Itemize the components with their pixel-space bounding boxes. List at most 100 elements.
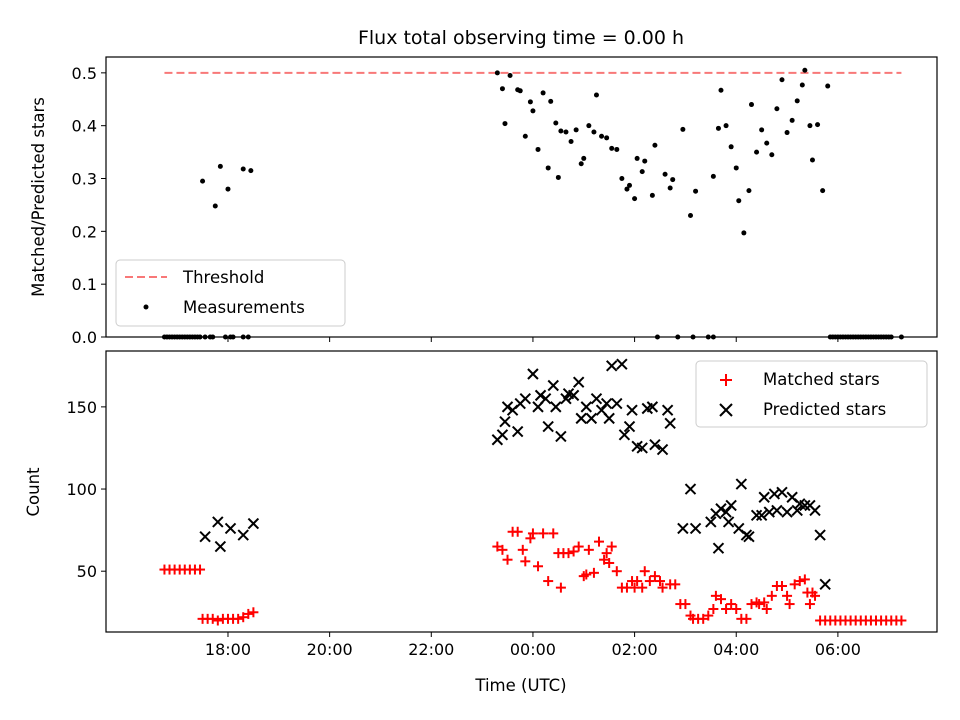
predicted-legend-swatch bbox=[719, 403, 733, 417]
predicted-stars-point bbox=[819, 578, 831, 591]
measurement-point bbox=[619, 176, 625, 182]
y-tick-label: 0.2 bbox=[72, 222, 97, 241]
measurement-point bbox=[581, 155, 587, 161]
y-tick-label: 0.3 bbox=[72, 170, 97, 189]
predicted-stars-point bbox=[791, 504, 803, 517]
bottom-y-axis-label: Count bbox=[24, 467, 43, 517]
predicted-stars-point bbox=[715, 503, 727, 515]
measurement-point bbox=[746, 188, 752, 194]
predicted-stars-point bbox=[684, 483, 697, 495]
matched-stars-point bbox=[248, 607, 259, 618]
predicted-stars-point bbox=[781, 506, 793, 518]
measurement-point bbox=[499, 86, 505, 92]
predicted-stars-point bbox=[606, 360, 618, 372]
predicted-stars-point bbox=[501, 401, 514, 413]
x-tick-label: 04:00 bbox=[713, 640, 759, 659]
measurement-point bbox=[759, 127, 765, 133]
y-tick-label: 100 bbox=[66, 480, 97, 499]
predicted-stars-point bbox=[776, 486, 788, 499]
predicted-stars-point bbox=[499, 415, 511, 428]
measurement-point bbox=[197, 334, 203, 340]
matched-stars-point bbox=[761, 603, 772, 614]
measurement-point bbox=[680, 126, 686, 132]
measurement-point bbox=[632, 196, 638, 202]
y-tick-label: 150 bbox=[66, 398, 97, 417]
matched-stars-point bbox=[759, 597, 770, 608]
matched-stars-point bbox=[754, 599, 765, 610]
bottom-x-ticks: 18:00 20:00 22:00 00:00 02:00 04:00 06:00 bbox=[205, 632, 861, 659]
matched-stars-point bbox=[604, 557, 615, 568]
predicted-stars-point bbox=[758, 491, 770, 503]
matched-stars-point bbox=[599, 554, 610, 565]
matched-legend-label: Matched stars bbox=[763, 370, 880, 389]
matched-stars-point bbox=[543, 576, 554, 587]
measurement-point bbox=[675, 334, 681, 340]
matched-stars-point bbox=[804, 599, 815, 610]
measurement-point bbox=[578, 161, 584, 167]
measurement-point bbox=[230, 334, 236, 340]
measurement-point bbox=[741, 230, 747, 236]
matched-stars-point bbox=[794, 576, 805, 587]
predicted-stars-point bbox=[496, 429, 509, 441]
measurement-point bbox=[222, 334, 228, 340]
measurement-point bbox=[245, 334, 251, 340]
matched-stars-point bbox=[548, 528, 559, 539]
predicted-stars-point bbox=[771, 504, 783, 517]
matched-stars-point bbox=[680, 599, 691, 610]
matched-stars-point bbox=[212, 615, 223, 626]
measurement-point bbox=[614, 146, 620, 152]
matched-stars-point bbox=[512, 526, 523, 537]
measurement-point bbox=[733, 165, 739, 171]
predicted-stars-point bbox=[616, 358, 628, 370]
y-tick-label: 50 bbox=[77, 562, 97, 581]
matched-stars-point bbox=[555, 582, 566, 593]
predicted-stars-point bbox=[539, 392, 552, 405]
matched-stars-point bbox=[766, 590, 777, 601]
predicted-stars-point bbox=[656, 443, 669, 456]
y-tick-label: 0.1 bbox=[72, 275, 97, 294]
matched-stars-point bbox=[810, 590, 821, 601]
measurement-point bbox=[807, 123, 813, 129]
predicted-stars-point bbox=[567, 389, 580, 402]
predicted-stars-point bbox=[750, 509, 763, 522]
matched-stars-point bbox=[207, 613, 218, 624]
predicted-stars-point bbox=[534, 389, 547, 402]
x-tick-label: 02:00 bbox=[612, 640, 658, 659]
predicted-stars-point bbox=[519, 392, 532, 405]
predicted-legend-label: Predicted stars bbox=[763, 400, 886, 419]
measurement-point bbox=[888, 334, 894, 340]
x-axis-label: Time (UTC) bbox=[474, 676, 566, 695]
measurement-point bbox=[609, 145, 615, 151]
measurement-point bbox=[820, 188, 826, 194]
matched-stars-point bbox=[721, 603, 732, 614]
matched-stars-point bbox=[502, 554, 513, 565]
measurement-point bbox=[693, 188, 699, 194]
measurement-point bbox=[687, 212, 693, 218]
matched-stars-point bbox=[233, 613, 244, 624]
matched-stars-point bbox=[741, 613, 752, 624]
measurement-point bbox=[723, 123, 729, 129]
predicted-stars-point bbox=[199, 530, 211, 543]
measurement-point bbox=[599, 133, 605, 139]
measurement-point bbox=[748, 102, 754, 108]
measurement-point bbox=[202, 334, 208, 340]
matched-stars-point bbox=[649, 571, 660, 582]
measurement-point bbox=[217, 163, 223, 169]
matched-stars-point bbox=[726, 599, 737, 610]
matched-stars-point bbox=[670, 579, 681, 590]
top-y-ticks: 0.0 0.1 0.2 0.3 0.4 0.5 bbox=[72, 64, 106, 347]
bottom-y-ticks: 50 100 150 bbox=[66, 398, 106, 581]
matched-stars-point bbox=[243, 608, 254, 619]
x-tick-label: 22:00 bbox=[408, 640, 454, 659]
predicted-stars-point bbox=[809, 504, 821, 517]
measurement-point bbox=[248, 168, 254, 174]
measurement-point bbox=[555, 174, 561, 180]
matched-stars-point bbox=[782, 590, 793, 601]
matched-stars-point bbox=[533, 561, 544, 572]
top-y-axis-label: Matched/Predicted stars bbox=[29, 97, 48, 297]
measurement-point bbox=[662, 171, 668, 177]
predicted-stars-point bbox=[212, 516, 224, 528]
y-tick-label: 0.5 bbox=[72, 64, 97, 83]
predicted-stars-point bbox=[661, 404, 674, 416]
